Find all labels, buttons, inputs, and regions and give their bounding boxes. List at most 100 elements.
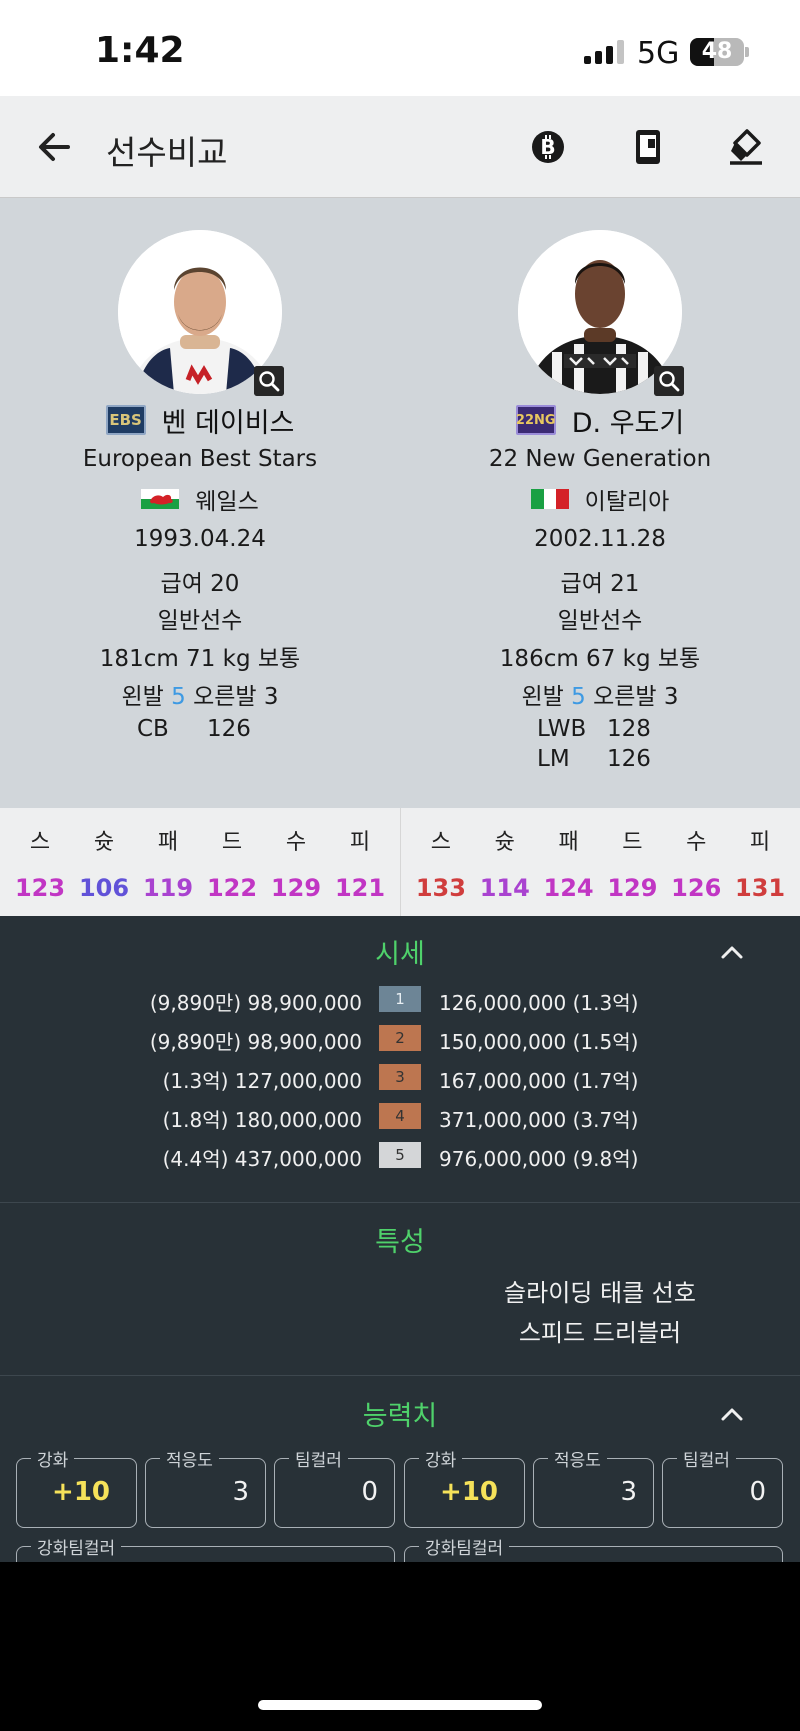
stat-value: 129 bbox=[270, 874, 322, 902]
stat-column: 스 123 bbox=[8, 808, 72, 916]
stat-value: 122 bbox=[206, 874, 258, 902]
stat-label: 스 bbox=[29, 830, 51, 855]
nation-row: 웨일스 bbox=[0, 484, 400, 515]
left-foot-value: 5 bbox=[171, 684, 186, 710]
stat-label: 드 bbox=[221, 830, 243, 855]
price-row: (9,890만) 98,900,000 2 150,000,000 (1.5억) bbox=[0, 1022, 800, 1056]
status-time: 1:42 bbox=[95, 30, 185, 71]
grade-badge: 5 bbox=[379, 1142, 421, 1168]
stat-column: 패 124 bbox=[537, 808, 601, 916]
enhance-teamcolor-field[interactable]: 강화팀컬러 bbox=[16, 1534, 395, 1562]
chevron-up-icon[interactable] bbox=[718, 942, 746, 962]
battery-level: 48 bbox=[701, 39, 733, 64]
price-right: 167,000,000 (1.7억) bbox=[439, 1069, 639, 1093]
price-row: (1.8억) 180,000,000 4 371,000,000 (3.7억) bbox=[0, 1100, 800, 1134]
position-name: LM bbox=[537, 746, 570, 772]
chevron-up-icon[interactable] bbox=[718, 1404, 746, 1424]
stat-column: 스 133 bbox=[409, 808, 473, 916]
enhance-field[interactable]: 강화 +10 bbox=[16, 1446, 137, 1528]
body-info: 181cm 71 kg 보통 bbox=[99, 646, 301, 672]
birth-date: 2002.11.28 bbox=[534, 526, 666, 552]
eraser-icon[interactable] bbox=[725, 126, 767, 168]
grade-badge: 3 bbox=[379, 1064, 421, 1090]
zoom-icon[interactable] bbox=[654, 366, 684, 396]
enhance-teamcolor-field[interactable]: 강화팀컬러 bbox=[404, 1534, 783, 1562]
player-name-row: 22NG D. 우도기 bbox=[400, 400, 800, 440]
field-label: 강화 bbox=[419, 1446, 463, 1471]
player-name-row: EBS 벤 데이비스 bbox=[0, 400, 400, 440]
home-indicator[interactable] bbox=[258, 1700, 542, 1710]
stat-column: 슛 106 bbox=[72, 808, 136, 916]
stat-value: 129 bbox=[607, 874, 658, 902]
season-name: 22 New Generation bbox=[488, 446, 712, 472]
detail-sections: 시세 (9,890만) 98,900,000 1 126,000,000 (1.… bbox=[0, 916, 800, 1562]
stat-value: 123 bbox=[14, 874, 66, 902]
player-grade: 일반선수 bbox=[557, 608, 643, 634]
bitcoin-icon[interactable]: B bbox=[527, 126, 569, 168]
stat-column: 패 119 bbox=[136, 808, 200, 916]
stat-label: 수 bbox=[686, 830, 707, 855]
player-name: D. 우도기 bbox=[571, 407, 685, 439]
player-photo[interactable] bbox=[518, 230, 682, 394]
price-row: (1.3억) 127,000,000 3 167,000,000 (1.7억) bbox=[0, 1061, 800, 1095]
grade-badge: 2 bbox=[379, 1025, 421, 1051]
back-arrow-icon[interactable] bbox=[32, 124, 78, 170]
section-divider bbox=[0, 1375, 800, 1376]
teamcolor-field[interactable]: 팀컬러 0 bbox=[662, 1446, 783, 1528]
stats-comparison: 스 123 슛 106 패 119 드 122 수 129 피 121 스 133 슛 114 … bbox=[0, 808, 800, 916]
field-value: 0 bbox=[749, 1477, 766, 1507]
right-foot-value: 3 bbox=[263, 684, 279, 710]
page-title: 선수비교 bbox=[106, 133, 228, 172]
stats-left: 스 123 슛 106 패 119 드 122 수 129 피 121 bbox=[0, 808, 400, 916]
left-foot-label: 왼발 bbox=[121, 684, 164, 710]
position-name: CB bbox=[137, 716, 169, 742]
price-section-title[interactable]: 시세 bbox=[375, 939, 425, 970]
network-type: 5G bbox=[637, 36, 680, 71]
stat-label: 피 bbox=[349, 830, 371, 855]
teamcolor-field[interactable]: 팀컬러 0 bbox=[274, 1446, 395, 1528]
field-label: 팀컬러 bbox=[677, 1446, 736, 1471]
stat-label: 피 bbox=[749, 830, 771, 855]
field-label: 적응도 bbox=[548, 1446, 607, 1471]
salary: 급여 20 bbox=[160, 571, 240, 597]
traits-section-title: 특성 bbox=[375, 1227, 425, 1258]
grade-badge: 4 bbox=[379, 1103, 421, 1129]
foot-info: 왼발 5 오른발 3 bbox=[0, 677, 400, 711]
adaptation-field[interactable]: 적응도 3 bbox=[145, 1446, 266, 1528]
stat-value: 131 bbox=[735, 874, 786, 902]
field-label: 강화팀컬러 bbox=[31, 1534, 122, 1559]
player-card-left: EBS 벤 데이비스 European Best Stars 웨일스 1993.… bbox=[0, 198, 400, 808]
player-grade: 일반선수 bbox=[157, 608, 243, 634]
enhance-field[interactable]: 강화 +10 bbox=[404, 1446, 525, 1528]
wales-flag-icon bbox=[141, 489, 180, 509]
stat-column: 수 126 bbox=[664, 808, 728, 916]
stat-label: 드 bbox=[622, 830, 643, 855]
position-list: CB 126 bbox=[0, 716, 400, 742]
phone-card-icon[interactable] bbox=[627, 126, 669, 168]
svg-text:B: B bbox=[540, 135, 555, 159]
body-info: 186cm 67 kg 보통 bbox=[499, 646, 701, 672]
adaptation-field[interactable]: 적응도 3 bbox=[533, 1446, 654, 1528]
stat-label: 패 bbox=[558, 830, 579, 855]
price-left: (4.4억) 437,000,000 bbox=[162, 1147, 362, 1171]
player-comparison: EBS 벤 데이비스 European Best Stars 웨일스 1993.… bbox=[0, 198, 800, 808]
left-foot-label: 왼발 bbox=[521, 684, 564, 710]
stat-value: 119 bbox=[142, 874, 194, 902]
stat-column: 피 121 bbox=[328, 808, 392, 916]
stat-column: 슛 114 bbox=[473, 808, 537, 916]
stat-column: 드 122 bbox=[200, 808, 264, 916]
trait-item: 스피드 드리블러 bbox=[518, 1319, 682, 1347]
ability-section-title[interactable]: 능력치 bbox=[362, 1401, 438, 1432]
stat-value: 133 bbox=[415, 874, 466, 902]
nation-name: 이탈리아 bbox=[584, 489, 670, 515]
battery-icon: 48 bbox=[690, 38, 744, 66]
price-left: (1.3억) 127,000,000 bbox=[162, 1069, 362, 1093]
field-value: 3 bbox=[232, 1477, 249, 1507]
trait-item: 슬라이딩 태클 선호 bbox=[504, 1279, 696, 1307]
price-row: (9,890만) 98,900,000 1 126,000,000 (1.3억) bbox=[0, 983, 800, 1017]
left-foot-value: 5 bbox=[571, 684, 586, 710]
stat-label: 슛 bbox=[93, 830, 115, 855]
stat-value: 121 bbox=[334, 874, 386, 902]
price-right: 126,000,000 (1.3억) bbox=[439, 991, 639, 1015]
zoom-icon[interactable] bbox=[254, 366, 284, 396]
